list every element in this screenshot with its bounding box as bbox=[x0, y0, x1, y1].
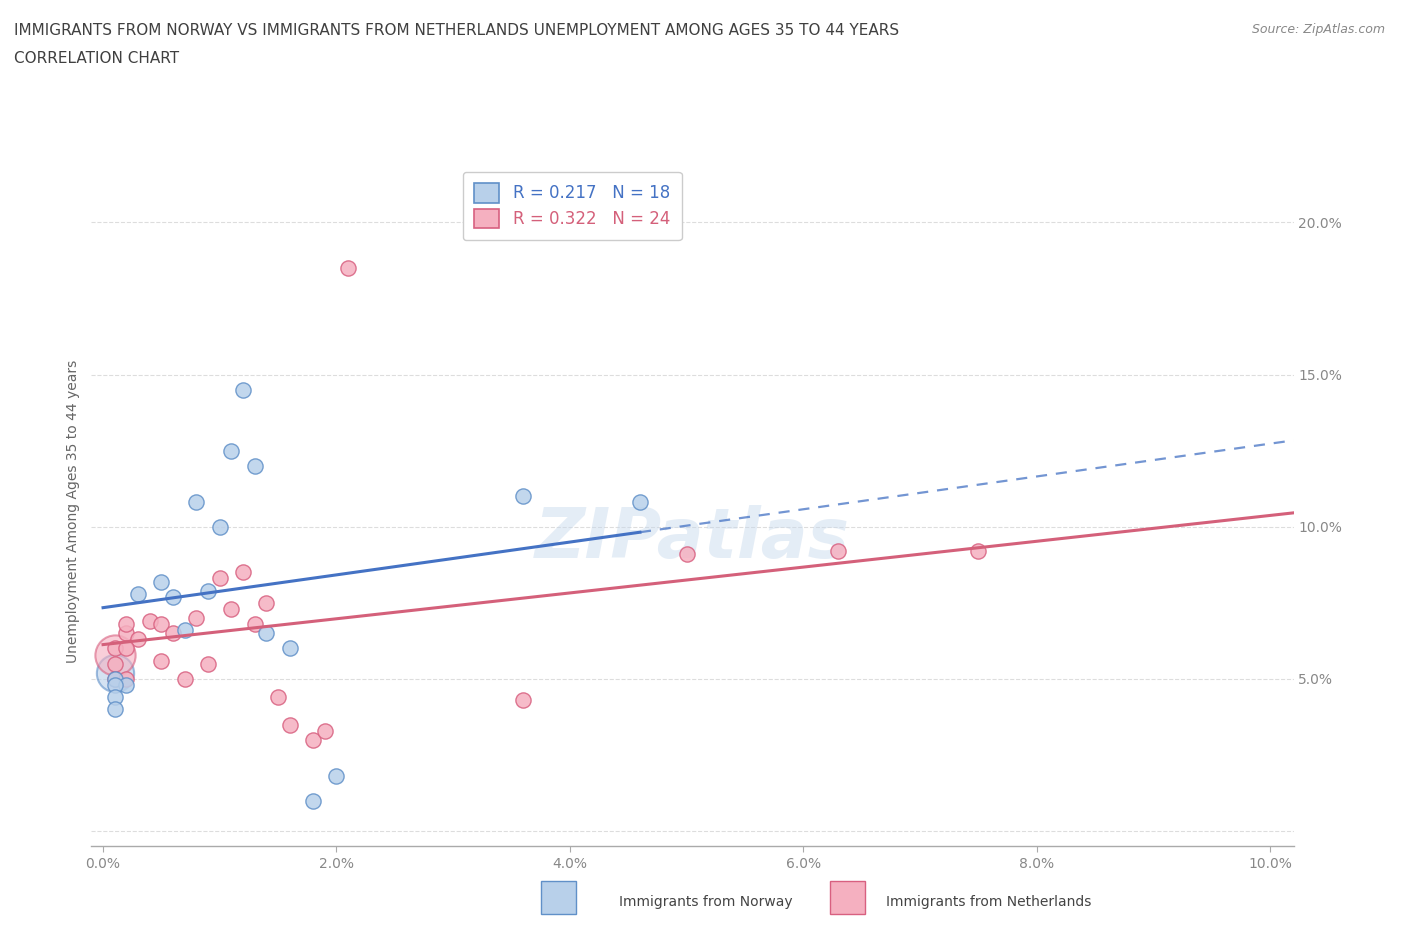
Point bbox=[232, 565, 254, 579]
Point bbox=[243, 617, 266, 631]
Point bbox=[232, 382, 254, 397]
Point bbox=[139, 614, 162, 629]
Point bbox=[337, 260, 360, 275]
Point bbox=[104, 671, 127, 686]
Point bbox=[150, 653, 173, 668]
Point bbox=[115, 617, 138, 631]
Point bbox=[325, 769, 347, 784]
Point bbox=[256, 595, 278, 610]
Point bbox=[115, 671, 138, 686]
Y-axis label: Unemployment Among Ages 35 to 44 years: Unemployment Among Ages 35 to 44 years bbox=[66, 360, 80, 663]
Point bbox=[827, 544, 849, 559]
Point bbox=[221, 602, 243, 617]
Point bbox=[150, 574, 173, 589]
Point bbox=[314, 724, 336, 738]
Legend: R = 0.217   N = 18, R = 0.322   N = 24: R = 0.217 N = 18, R = 0.322 N = 24 bbox=[463, 172, 682, 240]
Text: IMMIGRANTS FROM NORWAY VS IMMIGRANTS FROM NETHERLANDS UNEMPLOYMENT AMONG AGES 35: IMMIGRANTS FROM NORWAY VS IMMIGRANTS FRO… bbox=[14, 23, 900, 38]
Point bbox=[278, 717, 301, 732]
Point bbox=[104, 665, 127, 680]
Point bbox=[104, 671, 127, 686]
Point bbox=[150, 617, 173, 631]
Point bbox=[197, 583, 219, 598]
FancyBboxPatch shape bbox=[830, 882, 865, 913]
Point bbox=[162, 590, 184, 604]
Point bbox=[115, 626, 138, 641]
Point bbox=[104, 702, 127, 717]
Point bbox=[104, 678, 127, 693]
Point bbox=[302, 793, 325, 808]
Text: Source: ZipAtlas.com: Source: ZipAtlas.com bbox=[1251, 23, 1385, 36]
Text: Immigrants from Norway: Immigrants from Norway bbox=[619, 895, 792, 910]
Point bbox=[115, 641, 138, 656]
Point bbox=[302, 732, 325, 747]
Point bbox=[278, 641, 301, 656]
Point bbox=[512, 693, 534, 708]
Point bbox=[675, 547, 697, 562]
Point bbox=[967, 544, 990, 559]
Point bbox=[267, 690, 290, 705]
Point bbox=[243, 458, 266, 473]
Point bbox=[512, 489, 534, 504]
Point bbox=[127, 631, 149, 646]
Point bbox=[221, 444, 243, 458]
Point bbox=[104, 690, 127, 705]
Text: Immigrants from Netherlands: Immigrants from Netherlands bbox=[886, 895, 1091, 910]
Text: CORRELATION CHART: CORRELATION CHART bbox=[14, 51, 179, 66]
Point bbox=[628, 495, 651, 510]
Point bbox=[256, 626, 278, 641]
Point bbox=[197, 657, 219, 671]
Point bbox=[104, 647, 127, 662]
Point bbox=[186, 611, 208, 626]
Point bbox=[173, 623, 195, 638]
Point bbox=[104, 641, 127, 656]
Point bbox=[115, 678, 138, 693]
Point bbox=[162, 626, 184, 641]
Point bbox=[208, 519, 231, 534]
Point bbox=[186, 495, 208, 510]
Point bbox=[127, 586, 149, 601]
Point bbox=[173, 671, 195, 686]
Text: ZIPatlas: ZIPatlas bbox=[534, 505, 851, 572]
Point bbox=[104, 657, 127, 671]
Point bbox=[208, 571, 231, 586]
FancyBboxPatch shape bbox=[541, 882, 576, 913]
